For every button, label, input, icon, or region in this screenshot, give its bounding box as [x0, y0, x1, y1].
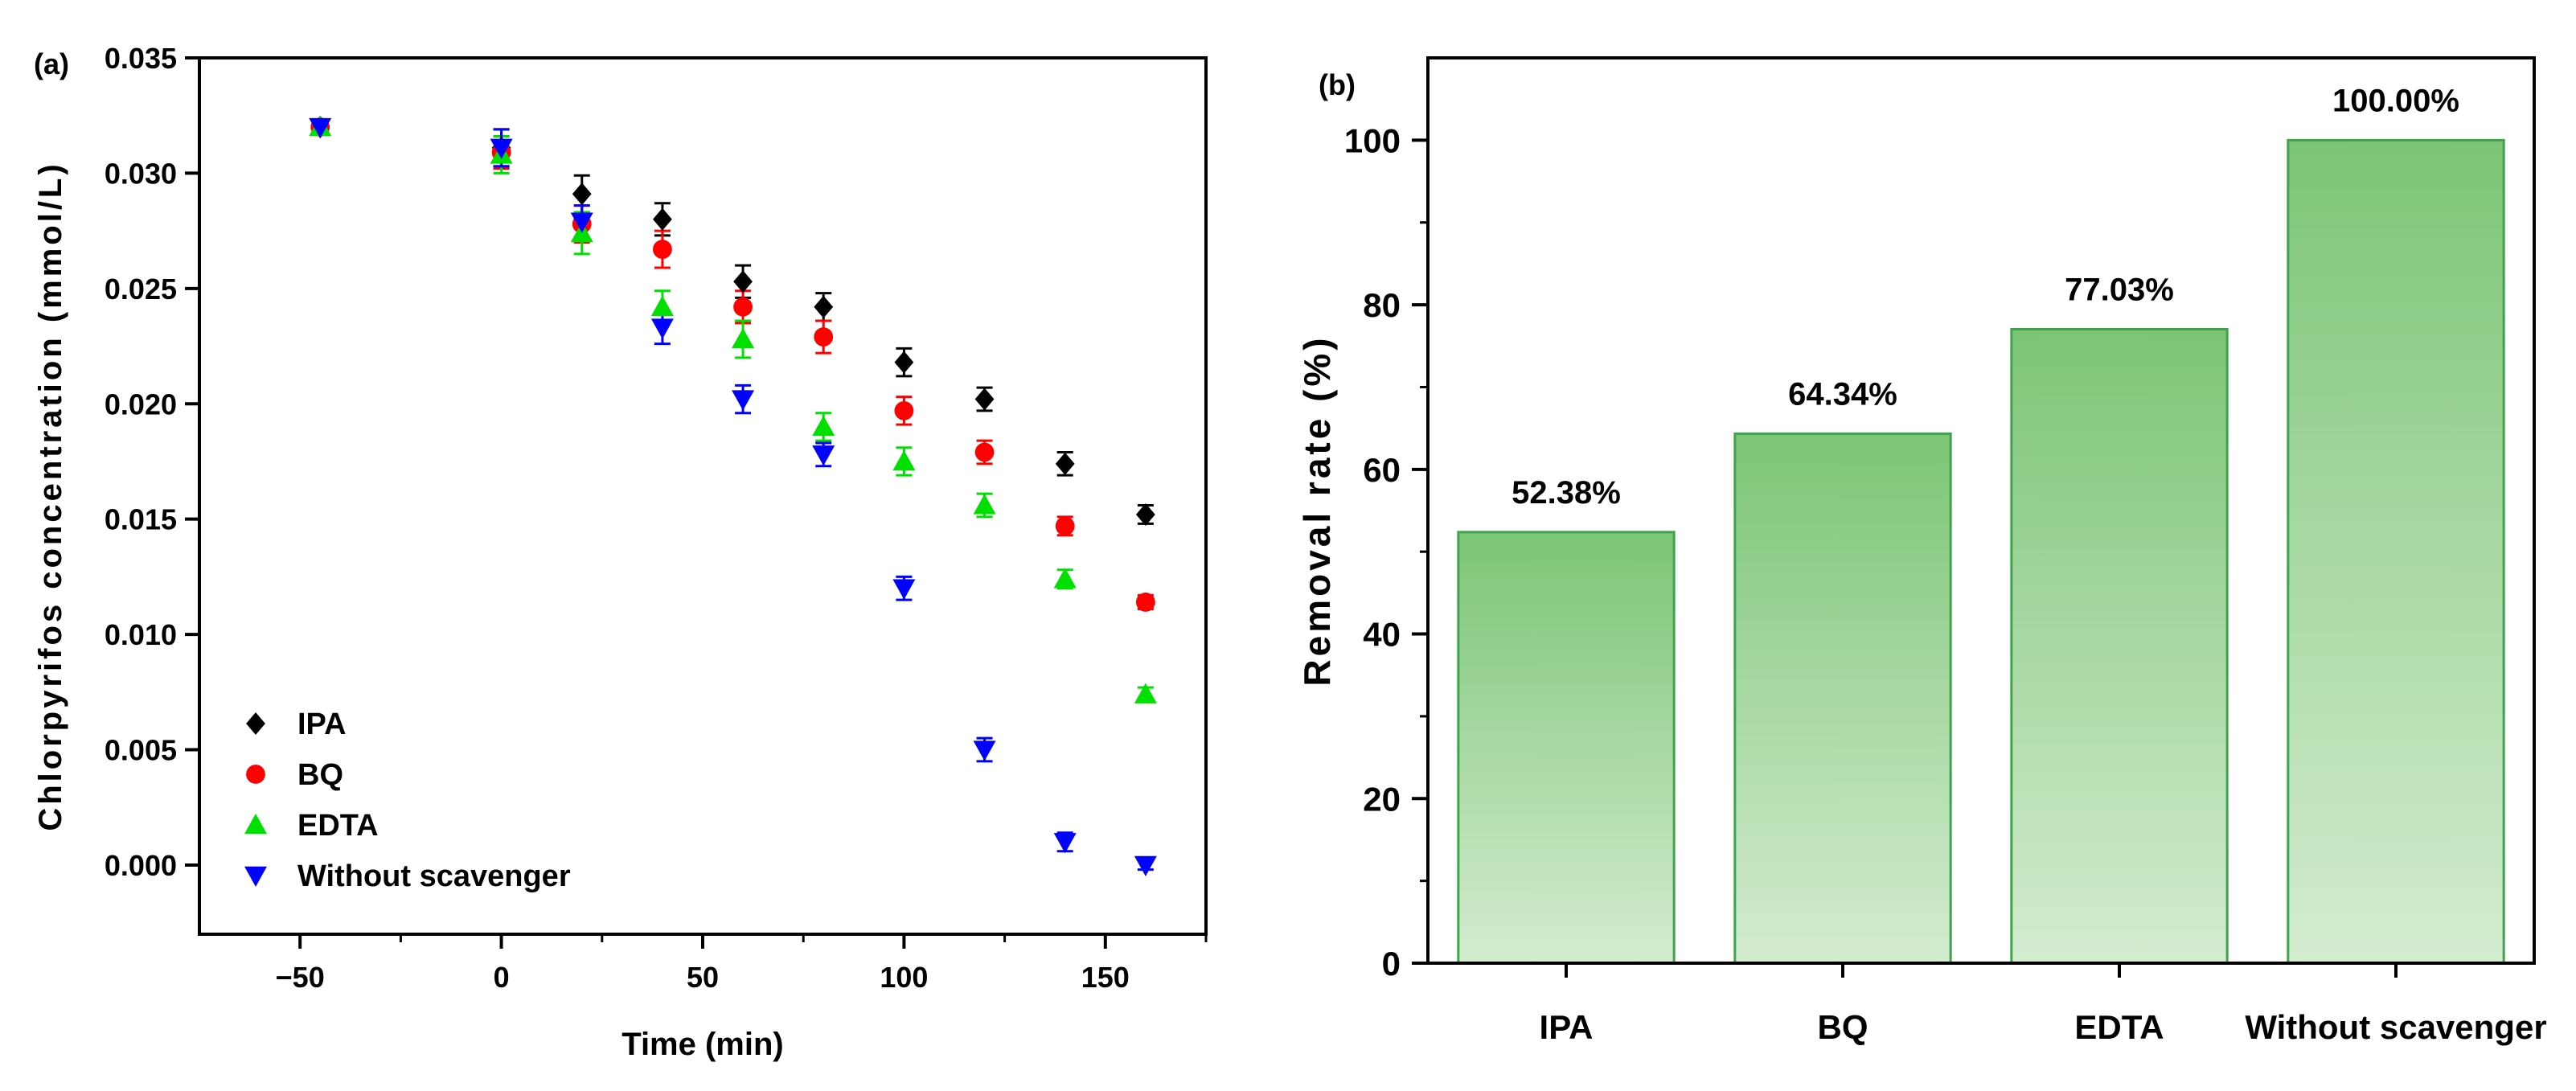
data-point-ipa — [1135, 502, 1155, 526]
data-point-without-scavenger — [490, 138, 513, 159]
data-point-edta — [892, 449, 916, 471]
panel-a-x-tick-label: 50 — [687, 961, 719, 994]
panel-a-x-axis-title: Time (min) — [621, 1027, 784, 1062]
data-point-bq — [974, 442, 995, 462]
panel-a-scatter-chart: (a) −50 0 50 100 150 0.0000.0050.0100.0150.0… — [33, 42, 1208, 1062]
data-point-bq — [1135, 593, 1155, 612]
data-point-edta — [1053, 568, 1077, 589]
legend-label-ipa: IPA — [297, 708, 347, 741]
panel-b-y-tick-label: 100 — [1344, 121, 1401, 159]
bar-ipa — [1457, 531, 1676, 965]
panel-a-y-axis-title: Chlorpyrifos concentration (mmol/L) — [33, 161, 68, 831]
legend-label-without-scavenger: Without scavenger — [297, 859, 571, 893]
panel-a-plot-frame — [198, 56, 1208, 936]
data-point-ipa — [894, 351, 914, 374]
legend-marker-bq — [246, 765, 265, 784]
panel-b-bars — [1457, 138, 2505, 965]
data-point-edta — [732, 327, 755, 349]
data-point-ipa — [572, 183, 592, 206]
data-point-ipa — [1055, 452, 1075, 475]
data-point-without-scavenger — [732, 390, 755, 411]
panel-b-y-tick-label: 40 — [1363, 616, 1401, 654]
legend-marker-without-scavenger — [244, 866, 267, 887]
legend-marker-edta — [244, 814, 267, 835]
data-point-ipa — [653, 207, 672, 231]
bar-value-label-ipa: 52.38% — [1512, 475, 1621, 511]
data-point-without-scavenger — [1053, 833, 1077, 854]
panel-a-y-tick-label: 0.025 — [105, 273, 177, 306]
category-label-bq: BQ — [1818, 1008, 1868, 1046]
panel-a-x-tick-label: 100 — [880, 961, 928, 994]
panel-b-y-tick-label: 0 — [1382, 945, 1401, 982]
panel-a-data-points — [309, 116, 1157, 876]
data-point-without-scavenger — [570, 212, 593, 233]
data-point-without-scavenger — [892, 579, 916, 600]
panel-a-y-tick-label: 0.035 — [105, 42, 177, 75]
bar-edta — [2010, 327, 2229, 965]
panel-a-label: (a) — [34, 47, 69, 80]
panel-a-y-tick-label: 0.000 — [105, 849, 177, 882]
panel-a-y-tick-label: 0.030 — [105, 157, 177, 190]
bar-without-scavenger — [2287, 138, 2505, 965]
category-label-ipa: IPA — [1540, 1008, 1594, 1046]
legend-marker-ipa — [246, 712, 265, 735]
data-point-without-scavenger — [650, 318, 674, 339]
data-point-edta — [1134, 683, 1157, 703]
panel-a-legend: IPA BQ EDTA Without scavenger — [244, 708, 571, 893]
category-label-edta: EDTA — [2074, 1008, 2164, 1046]
panel-a-y-tick-label: 0.020 — [105, 388, 177, 420]
data-point-bq — [653, 240, 672, 259]
panel-a-y-tick-label: 0.005 — [105, 734, 177, 767]
data-point-ipa — [733, 270, 753, 293]
panel-a-y-tick-label: 0.010 — [105, 618, 177, 651]
category-label-without-scavenger: Without scavenger — [2245, 1008, 2546, 1046]
panel-b-x-axis: IPA BQ EDTA Without scavenger — [1540, 963, 2547, 1046]
panel-b-y-tick-label: 20 — [1363, 780, 1401, 818]
data-point-bq — [1055, 516, 1075, 536]
bar-value-label-without-scavenger: 100.00% — [2332, 83, 2459, 118]
data-point-ipa — [814, 295, 834, 318]
panel-a-x-tick-label: −50 — [276, 961, 325, 994]
data-point-without-scavenger — [812, 445, 835, 466]
panel-a-y-axis: 0.000 0.005 0.010 0.015 0.020 0.025 0.030 0.035 — [105, 42, 199, 882]
legend-label-bq: BQ — [297, 758, 343, 792]
data-point-bq — [814, 327, 834, 347]
panel-b-label: (b) — [1319, 68, 1356, 101]
data-point-bq — [894, 400, 914, 420]
data-point-ipa — [974, 388, 995, 411]
panel-b-y-tick-label: 60 — [1363, 451, 1401, 489]
panel-b-y-axis: 0 20 40 60 80 100 — [1344, 121, 1428, 982]
bar-bq — [1733, 432, 1952, 965]
panel-a-y-tick-label: 0.015 — [105, 503, 177, 536]
panel-b-y-tick-label: 80 — [1363, 286, 1401, 324]
panel-a-error-bars — [312, 118, 1154, 872]
bar-value-label-bq: 64.34% — [1788, 376, 1897, 412]
panel-a-x-tick-label: 0 — [494, 961, 510, 994]
data-point-edta — [812, 415, 835, 437]
data-point-bq — [733, 297, 753, 317]
panel-b-bar-chart: (b) 52.38% 64.34% 77.03% 100.00% 0 20 40 60 80 1… — [1296, 56, 2547, 1046]
bar-value-label-edta: 77.03% — [2065, 272, 2174, 307]
data-point-without-scavenger — [973, 740, 996, 761]
panel-b-y-axis-title: Removal rate (%) — [1296, 334, 1338, 686]
legend-label-edta: EDTA — [297, 809, 379, 843]
data-point-edta — [973, 494, 996, 515]
data-point-without-scavenger — [1134, 855, 1157, 876]
data-point-without-scavenger — [309, 117, 332, 139]
panel-a-x-tick-label: 150 — [1081, 961, 1130, 994]
data-point-edta — [650, 295, 674, 316]
panel-b-plot-frame — [1426, 56, 2536, 965]
panel-b-value-labels: 52.38% 64.34% 77.03% 100.00% — [1512, 83, 2459, 510]
panel-a-x-axis: −50 0 50 100 150 — [276, 934, 1208, 994]
